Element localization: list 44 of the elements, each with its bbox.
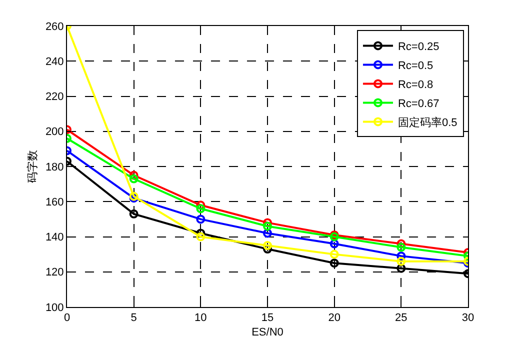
- point: [396, 239, 406, 248]
- legend-label: Rc=0.5: [398, 60, 434, 72]
- point: [396, 252, 406, 261]
- y-tick-label: 120: [45, 266, 64, 279]
- x-tick-label: 15: [261, 312, 274, 324]
- point: [263, 244, 272, 254]
- y-tick-label: 180: [45, 161, 64, 174]
- point: [196, 200, 206, 210]
- point: [129, 174, 138, 184]
- legend-label: Rc=0.25: [398, 41, 440, 54]
- y-tick-label: 240: [45, 56, 64, 68]
- point: [396, 242, 406, 252]
- y-tick-label: 260: [45, 20, 64, 33]
- y-tick-label: 100: [45, 302, 64, 314]
- point: [330, 239, 339, 248]
- x-tick-label: 10: [194, 312, 207, 324]
- point: [129, 209, 138, 218]
- point: [263, 222, 272, 231]
- x-axis-title: ES/N0: [252, 326, 284, 338]
- x-tick-label: 0: [64, 312, 70, 324]
- y-tick-label: 200: [45, 126, 64, 138]
- point: [330, 258, 339, 268]
- x-tick-label: 5: [130, 312, 137, 324]
- point: [396, 264, 406, 273]
- y-tick-label: 220: [45, 91, 64, 104]
- point: [196, 214, 206, 224]
- point: [263, 241, 272, 250]
- point: [263, 218, 272, 228]
- point: [263, 228, 272, 238]
- x-tick-label: 30: [462, 312, 474, 324]
- x-tick-label: 25: [395, 312, 408, 324]
- x-tick-label: 20: [328, 312, 340, 324]
- point: [196, 204, 206, 214]
- legend-label: Rc=0.8: [398, 79, 434, 92]
- point: [196, 232, 206, 242]
- legend-label: Rc=0.67: [398, 98, 440, 110]
- point: [330, 250, 339, 259]
- legend-label: 固定码率0.5: [398, 116, 458, 130]
- y-axis-title: 码字数: [26, 150, 40, 183]
- point: [129, 170, 138, 180]
- y-tick-label: 140: [45, 232, 64, 244]
- point: [196, 228, 206, 238]
- point: [396, 256, 406, 266]
- y-tick-label: 160: [45, 196, 64, 208]
